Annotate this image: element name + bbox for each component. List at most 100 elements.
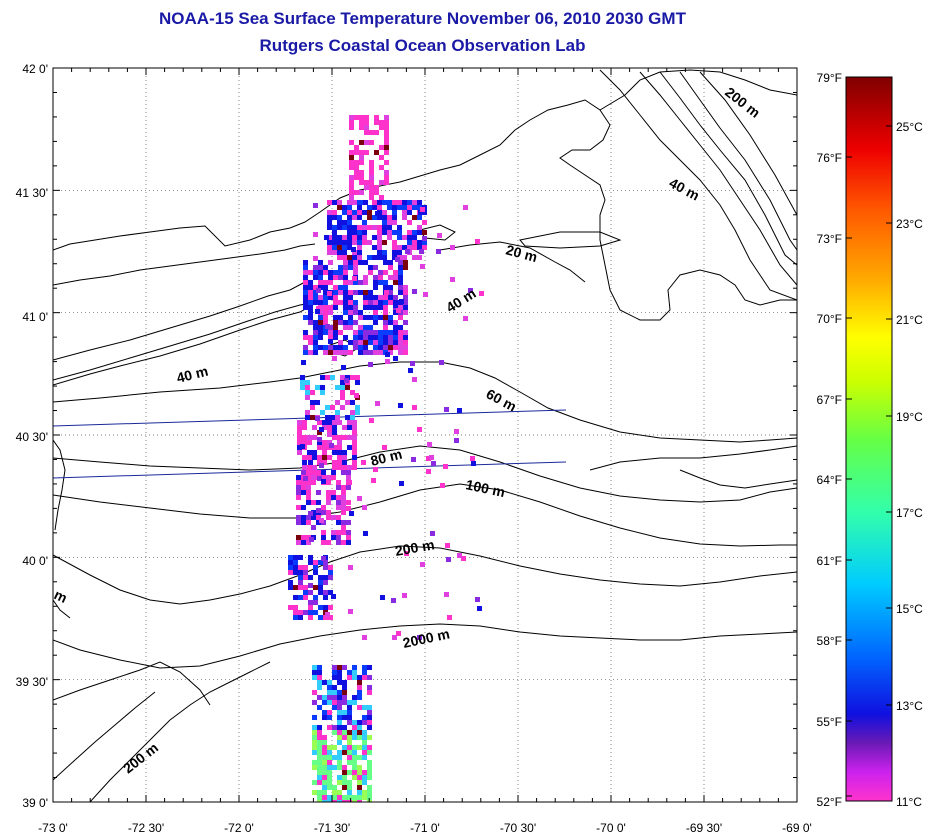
sst-pixel <box>313 350 318 355</box>
sst-pixel <box>338 265 343 270</box>
sst-pixel <box>383 345 388 350</box>
sst-pixel <box>403 310 408 315</box>
sst-pixel <box>355 410 360 415</box>
sst-pixel <box>402 200 407 205</box>
sst-pixel <box>383 270 388 275</box>
sst-pixel <box>298 610 303 615</box>
sst-pixel <box>342 700 347 705</box>
sst-pixel <box>337 665 342 670</box>
sst-pixel <box>327 755 332 760</box>
sst-pixel <box>302 455 307 460</box>
sst-pixel <box>364 130 369 135</box>
sst-pixel <box>323 285 328 290</box>
colorbar-f-label: 55°F <box>817 715 842 729</box>
sst-pixel <box>317 680 322 685</box>
sst-pixel <box>450 277 455 282</box>
sst-pixel <box>342 775 347 780</box>
sst-pixel <box>457 553 462 558</box>
sst-pixel <box>368 335 373 340</box>
sst-pixel <box>358 290 363 295</box>
sst-pixel <box>407 210 412 215</box>
sst-pixel <box>412 235 417 240</box>
x-tick-label: -71 30' <box>314 821 350 835</box>
sst-pixel <box>337 765 342 770</box>
sst-pixel <box>302 440 307 445</box>
sst-pixel <box>327 245 332 250</box>
sst-pixel <box>318 270 323 275</box>
sst-pixel <box>335 410 340 415</box>
sst-pixel <box>312 700 317 705</box>
sst-pixel <box>412 245 417 250</box>
sst-pixel <box>311 510 316 515</box>
sst-pixel <box>328 260 333 265</box>
sst-pixel <box>308 583 313 588</box>
sst-pixel <box>349 511 354 516</box>
sst-pixel <box>352 700 357 705</box>
sst-pixel <box>388 300 393 305</box>
sst-pixel <box>342 665 347 670</box>
sst-pixel <box>313 256 318 261</box>
map-subtitle: Rutgers Coastal Ocean Observation Lab <box>259 36 586 55</box>
sst-pixel <box>310 415 315 420</box>
sst-pixel <box>312 750 317 755</box>
sst-pixel <box>398 290 403 295</box>
sst-pixel <box>303 575 308 580</box>
sst-pixel <box>288 585 293 590</box>
sst-pixel <box>352 725 357 730</box>
sst-pixel <box>296 520 301 525</box>
sst-pixel <box>336 515 341 520</box>
contour-line <box>679 71 797 251</box>
sst-pixel <box>325 415 330 420</box>
sst-pixel <box>342 225 347 230</box>
sst-pixel <box>313 565 318 570</box>
sst-pixel <box>398 335 403 340</box>
sst-pixel <box>337 440 342 445</box>
sst-pixel <box>322 735 327 740</box>
sst-pixel <box>359 160 364 165</box>
sst-pixel <box>363 305 368 310</box>
sst-pixel <box>297 425 302 430</box>
sst-pixel <box>342 780 347 785</box>
sst-pixel <box>407 245 412 250</box>
sst-pixel <box>303 570 308 575</box>
sst-pixel <box>325 612 330 617</box>
sst-pixel <box>313 290 318 295</box>
sst-pixel <box>347 230 352 235</box>
contour-line <box>53 281 306 361</box>
sst-pixel <box>347 245 352 250</box>
sst-pixel <box>352 770 357 775</box>
sst-pixel <box>352 800 357 802</box>
sst-pixel <box>349 185 354 190</box>
sst-pixel <box>337 775 342 780</box>
sst-pixel <box>403 350 408 355</box>
sst-pixel <box>312 670 317 675</box>
sst-pixel <box>341 490 346 495</box>
sst-pixel <box>357 215 362 220</box>
sst-pixel <box>362 670 367 675</box>
sst-pixel <box>343 325 348 330</box>
sst-pixel <box>326 500 331 505</box>
sst-pixel <box>357 775 362 780</box>
sst-pixel <box>350 400 355 405</box>
sst-pixel <box>405 249 410 254</box>
sst-pixel <box>347 785 352 790</box>
sst-pixel <box>470 456 475 461</box>
sst-pixel <box>362 770 367 775</box>
sst-pixel <box>402 593 407 598</box>
sst-pixel <box>347 420 352 425</box>
sst-pixel <box>328 325 333 330</box>
sst-pixel <box>353 280 358 285</box>
sst-pixel <box>316 500 321 505</box>
sst-pixel <box>337 220 342 225</box>
sst-pixel <box>332 790 337 795</box>
sst-pixel <box>347 720 352 725</box>
sst-pixel <box>317 670 322 675</box>
sst-pixel <box>373 305 378 310</box>
sst-pixel <box>367 210 372 215</box>
sst-pixel <box>380 595 385 600</box>
frame-ticks <box>52 67 798 803</box>
sst-pixel <box>322 445 327 450</box>
sst-pixel <box>368 340 373 345</box>
sst-pixel <box>323 300 328 305</box>
sst-pixel <box>363 300 368 305</box>
